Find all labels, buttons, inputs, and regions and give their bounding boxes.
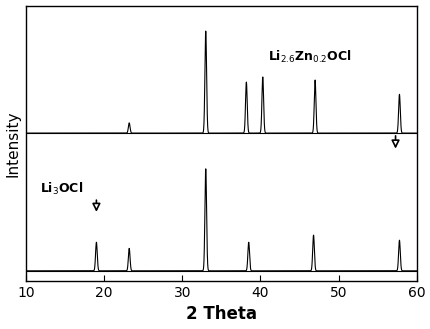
Text: Li$_{2.6}$Zn$_{0.2}$OCl: Li$_{2.6}$Zn$_{0.2}$OCl [267, 48, 351, 64]
Text: Li$_3$OCl: Li$_3$OCl [40, 181, 83, 197]
X-axis label: 2 Theta: 2 Theta [185, 305, 256, 323]
Y-axis label: Intensity: Intensity [6, 110, 21, 177]
